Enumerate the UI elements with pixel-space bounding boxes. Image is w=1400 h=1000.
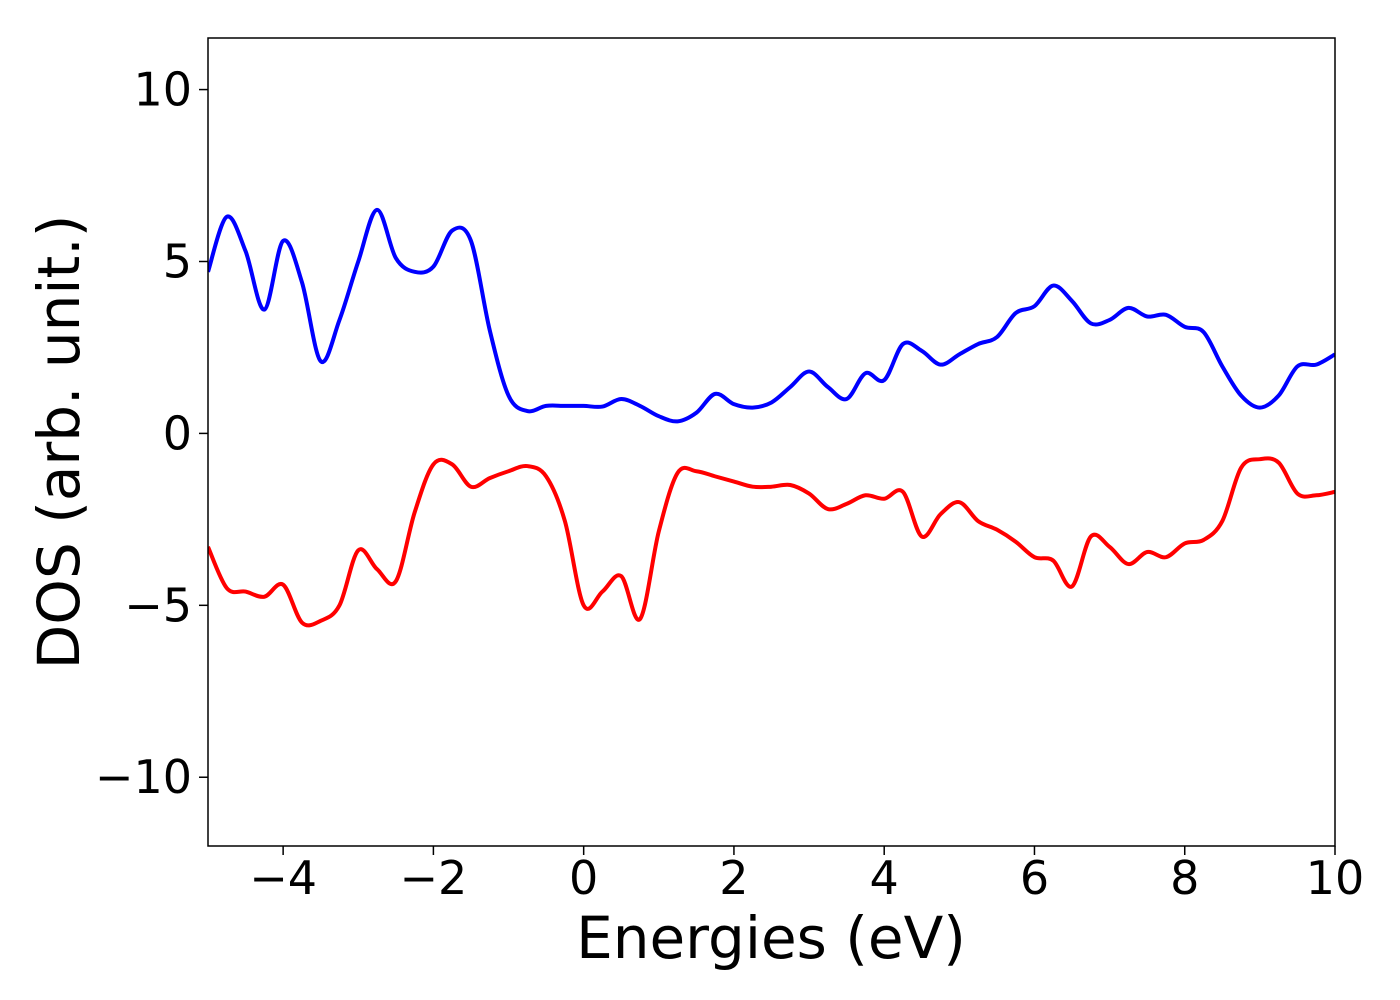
y-tick-label: 5 (163, 234, 192, 288)
x-tick-label: 2 (719, 851, 748, 905)
dos-line (208, 456, 1335, 628)
y-tick-label: −5 (124, 578, 192, 632)
x-tick-label: 10 (1306, 851, 1365, 905)
y-tick-label: 10 (133, 63, 192, 117)
y-tick-label: 0 (163, 406, 192, 460)
dos-line (208, 207, 1335, 424)
x-tick-label: −2 (399, 851, 467, 905)
x-tick-label: 6 (1020, 851, 1049, 905)
x-tick-label: 8 (1170, 851, 1199, 905)
x-tick-label: 0 (569, 851, 598, 905)
y-axis-label: DOS (arb. unit.) (25, 215, 93, 670)
x-tick-label: 4 (870, 851, 899, 905)
plot-frame (207, 37, 1336, 847)
x-axis-label: Energies (eV) (576, 904, 966, 972)
x-tick-label: −4 (249, 851, 317, 905)
plot-area (208, 207, 1335, 628)
y-tick-label: −10 (95, 750, 192, 804)
